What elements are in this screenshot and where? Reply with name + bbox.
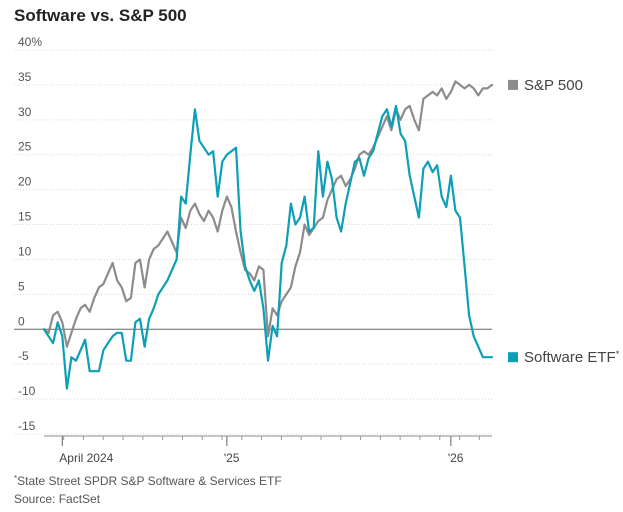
y-tick-label: 40%: [18, 35, 42, 49]
x-tick-label: '26: [448, 451, 464, 465]
legend-footnote-marker: *: [616, 349, 620, 359]
series-line-software-etf: [42, 104, 494, 390]
series-lines: [42, 80, 494, 390]
gridlines: [14, 49, 492, 435]
legend-label: S&P 500: [524, 77, 583, 94]
source-note: Source: FactSet: [14, 492, 101, 506]
y-tick-label: 10: [18, 244, 32, 258]
x-axis-minor-ticks: [63, 436, 480, 440]
x-axis-tick-labels: April 2024 '25 '26: [59, 436, 464, 465]
chart-title: Software vs. S&P 500: [14, 6, 187, 25]
legend-label: Software ETF*: [524, 349, 620, 366]
series-line-s-p-500: [42, 80, 494, 348]
footnote-marker: *: [14, 474, 18, 483]
legend: S&P 500 Software ETF*: [508, 77, 620, 366]
y-tick-label: 25: [18, 140, 32, 154]
y-tick-label: -10: [18, 384, 36, 398]
footnote: *State Street SPDR S&P Software & Servic…: [14, 474, 282, 488]
y-tick-label: 15: [18, 210, 32, 224]
y-tick-label: -5: [18, 349, 29, 363]
y-tick-label: 0: [18, 314, 25, 328]
y-axis-tick-labels: 40% 35 30 25 20 15 10 5 0 -5 -10 -15: [18, 35, 42, 433]
y-tick-label: 5: [18, 279, 25, 293]
y-tick-label: 30: [18, 105, 32, 119]
legend-swatch: [508, 79, 518, 90]
footnote-text: State Street SPDR S&P Software & Service…: [17, 474, 282, 488]
line-chart: 40% 35 30 25 20 15 10 5 0 -5 -10 -15 April 2024 '25 '…: [14, 35, 620, 465]
y-tick-label: -15: [18, 419, 36, 433]
x-tick-label: '25: [224, 451, 240, 465]
x-tick-label: April 2024: [59, 451, 113, 465]
y-tick-label: 20: [18, 175, 32, 189]
legend-swatch: [508, 352, 518, 363]
y-tick-label: 35: [18, 70, 32, 84]
